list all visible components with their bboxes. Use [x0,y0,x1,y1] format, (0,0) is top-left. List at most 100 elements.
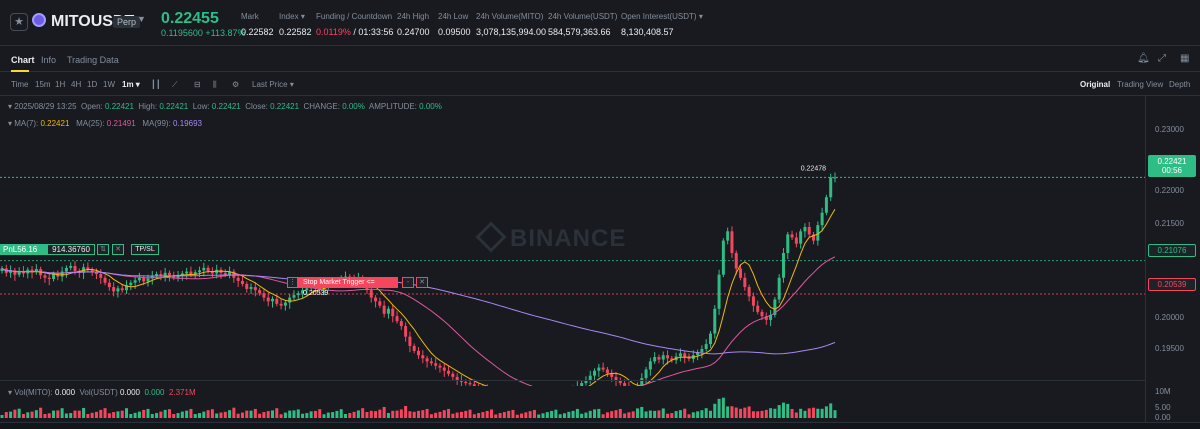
candle-body [455,376,459,380]
position-price-tag: 0.21076 [1148,244,1196,257]
interval-1h[interactable]: 1H [55,80,66,89]
candle-body [125,285,129,291]
volume-bar [773,408,777,418]
candle-body [249,287,253,289]
chevron-down-icon[interactable]: ▼ [137,14,146,24]
stat-open-interest[interactable]: Open Interest(USDT) ▾ 8,130,408.57 [621,12,703,37]
interval-time[interactable]: Time [11,80,29,89]
price-chart[interactable]: 0.22478 [0,96,1145,386]
candle-body [0,268,4,271]
y-tick: 0.22000 [1155,186,1184,195]
candle-type-icon[interactable]: ┃┃ [151,80,161,89]
volume-bar [90,412,94,418]
settings-icon[interactable]: ⚙ [232,80,240,89]
stat-24h-high: 24h High 0.24700 [397,12,430,37]
favorite-star-icon[interactable]: ★ [10,13,28,31]
candle-body [734,253,738,269]
volume-bar [34,410,38,418]
volume-bar [103,408,107,418]
candle-body [103,277,107,283]
volume-bar [511,409,515,418]
tab-info[interactable]: Info [41,55,57,65]
collapse-caret-icon: ▾ [8,102,13,111]
volume-bar [816,408,820,418]
candle-body [820,212,824,226]
tab-trading-data[interactable]: Trading Data [67,55,119,65]
volume-bar [223,411,227,418]
volume-bar [593,409,597,418]
current-price-tag: 0.22421 00:56 [1148,155,1196,177]
volume-bar [142,409,146,418]
candle-body [704,344,708,350]
candle-body [790,234,794,238]
candle-body [597,367,601,371]
candle-body [206,267,210,271]
candle-body [425,358,429,362]
interval-1d[interactable]: 1D [87,80,98,89]
volume-bar [167,409,171,418]
candle-body [142,277,146,282]
candle-body [404,326,408,337]
candle-body [60,271,64,277]
volume-bar [395,410,399,418]
volume-bar [236,413,240,418]
candle-body [34,269,38,273]
volume-bar [94,411,98,418]
tpsl-button[interactable]: TP/SL [131,244,159,255]
stop-order-label[interactable]: Stop Market Trigger <= 0.20539 [287,277,398,297]
volume-bar [575,408,579,418]
interval-1w[interactable]: 1W [103,80,115,89]
volume-bar [193,414,197,418]
volume-bar [21,414,25,418]
volume-bar [240,412,244,418]
volume-bar [661,408,665,418]
candle-body [833,177,837,179]
volume-bar [331,412,335,418]
candle-body [593,370,597,376]
drag-handle-icon[interactable]: ⋮ [287,277,298,288]
view-depth[interactable]: Depth [1169,80,1191,89]
candle-body [133,280,137,283]
interval-4h[interactable]: 4H [71,80,82,89]
candle-body [653,357,657,362]
volume-bar [253,408,257,418]
close-position-icon[interactable]: ✕ [112,244,124,255]
volume-divider [0,380,1145,381]
bell-icon[interactable]: 🔔︎ [1137,53,1150,64]
drawing-icon[interactable]: ⊟ [194,80,201,89]
tab-chart[interactable]: Chart [11,55,35,65]
grid-settings-icon[interactable]: ⫼ [213,80,217,89]
volume-bar [64,413,68,418]
view-trading-view[interactable]: Trading View [1117,80,1164,89]
interval-1m[interactable]: 1m ▾ [122,80,140,89]
volume-bar [322,414,326,418]
cancel-order-icon[interactable]: ✕ [416,277,428,288]
volume-bar [417,410,420,418]
position-quantity[interactable]: 914.36760 [47,244,95,255]
price-source-select[interactable]: Last Price ▾ [252,80,294,89]
stat-index[interactable]: Index ▾ 0.22582 [279,12,312,37]
position-pnl[interactable]: PnL56.16 [0,244,47,255]
volume-bar [524,412,528,418]
candle-body [193,272,197,275]
candle-body [112,287,116,292]
candle-body [648,361,652,370]
volume-bar [713,403,717,418]
volume-bar [301,413,305,418]
expand-icon[interactable]: ⤢ [1158,53,1166,64]
indicators-icon[interactable]: ⟋ [172,80,178,89]
view-original[interactable]: Original [1080,80,1111,89]
dropdown-icon: ▾ [698,12,703,21]
edit-order-icon[interactable]: - [402,277,414,288]
layout-icon[interactable]: ▦ [1180,53,1190,64]
candle-body [163,272,167,277]
reverse-icon[interactable]: ⇅ [97,244,109,255]
y-tick: 0.23000 [1155,125,1184,134]
candle-body [296,293,300,296]
y-tick: 0.21500 [1155,219,1184,228]
candle-body [438,365,442,368]
candle-body [751,296,755,306]
interval-15m[interactable]: 15m [35,80,51,89]
candle-body [816,225,820,241]
volume-bar [691,412,695,418]
